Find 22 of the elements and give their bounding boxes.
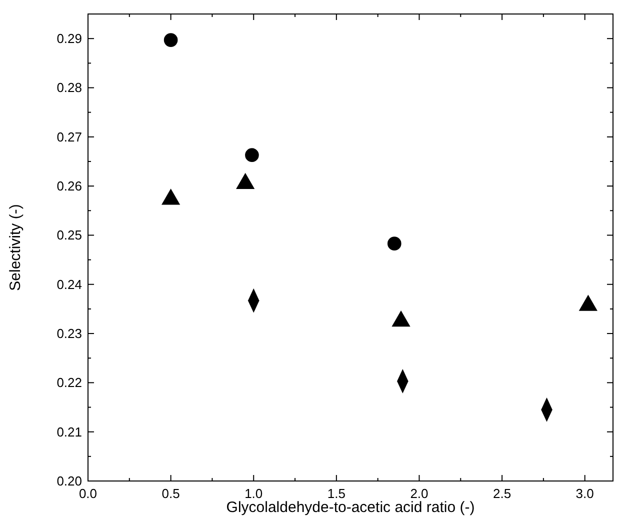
- y-axis-title: Selectivity (-): [7, 204, 24, 291]
- x-tick-label: 2.5: [493, 486, 512, 501]
- point: [245, 148, 259, 162]
- x-tick-label: 0.5: [162, 486, 180, 501]
- y-tick-label: 0.21: [56, 424, 82, 440]
- y-tick-label: 0.27: [56, 129, 82, 144]
- y-tick-label: 0.22: [56, 375, 82, 390]
- y-tick-label: 0.29: [56, 31, 82, 46]
- point: [164, 33, 178, 47]
- y-tick-label: 0.25: [56, 228, 82, 243]
- x-tick-label: 1.0: [244, 486, 263, 501]
- x-tick-label: 1.5: [327, 486, 346, 501]
- y-tick-label: 0.28: [56, 80, 82, 96]
- x-tick-label: 0.0: [78, 486, 98, 501]
- y-tick-label: 0.23: [56, 326, 82, 342]
- x-tick-label: 2.0: [410, 486, 428, 501]
- y-tick-label: 0.20: [56, 474, 82, 488]
- y-tick-label: 0.26: [56, 178, 82, 194]
- y-tick-label: 0.24: [56, 276, 82, 292]
- point: [387, 236, 402, 250]
- x-axis-title: Glycolaldehyde-to-acetic acid ratio (-): [226, 499, 475, 516]
- x-tick-label: 3.0: [576, 486, 594, 501]
